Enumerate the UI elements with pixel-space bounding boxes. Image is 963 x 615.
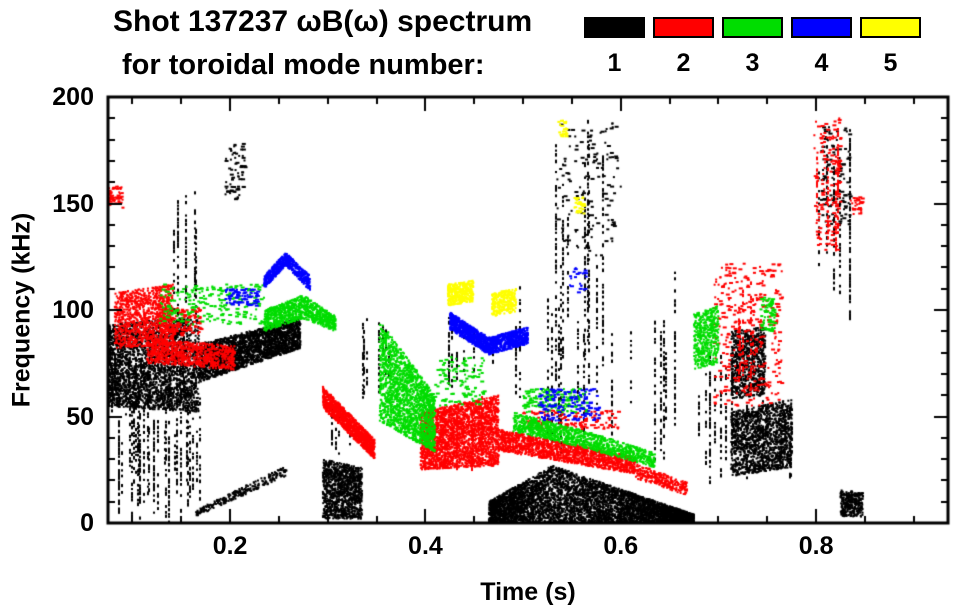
x-axis-label: Time (s) — [480, 578, 576, 606]
y-tick-label-100: 100 — [52, 296, 94, 324]
x-tick-label-0.4: 0.4 — [408, 532, 443, 560]
y-tick-label-50: 50 — [66, 402, 94, 431]
legend-swatch-mode-3 — [722, 17, 783, 38]
y-tick-label-150: 150 — [52, 189, 94, 218]
chart-subtitle: for toroidal mode number: — [122, 49, 485, 81]
y-tick-label-0: 0 — [80, 509, 94, 537]
legend-swatch-mode-4 — [791, 17, 852, 38]
legend-swatch-mode-2 — [653, 17, 714, 38]
legend-mode-number-4: 4 — [814, 49, 829, 77]
legend-swatch-mode-1 — [584, 17, 645, 38]
legend-mode-number-2: 2 — [676, 49, 691, 77]
legend-mode-numbers: 1 2 3 4 5 — [584, 49, 921, 78]
y-tick-label-200: 200 — [52, 83, 94, 111]
legend-swatch-mode-5 — [860, 17, 921, 38]
x-tick-label-0.2: 0.2 — [212, 532, 248, 560]
chart-title: Shot 137237 ωB(ω) spectrum — [113, 5, 533, 38]
legend-swatches — [584, 17, 921, 38]
x-tick-label-0.8: 0.8 — [798, 532, 834, 560]
legend-mode-number-5: 5 — [883, 49, 898, 77]
x-tick-label-0.6: 0.6 — [603, 532, 639, 560]
legend-mode-number-3: 3 — [745, 49, 760, 77]
legend-mode-number-1: 1 — [607, 49, 622, 77]
